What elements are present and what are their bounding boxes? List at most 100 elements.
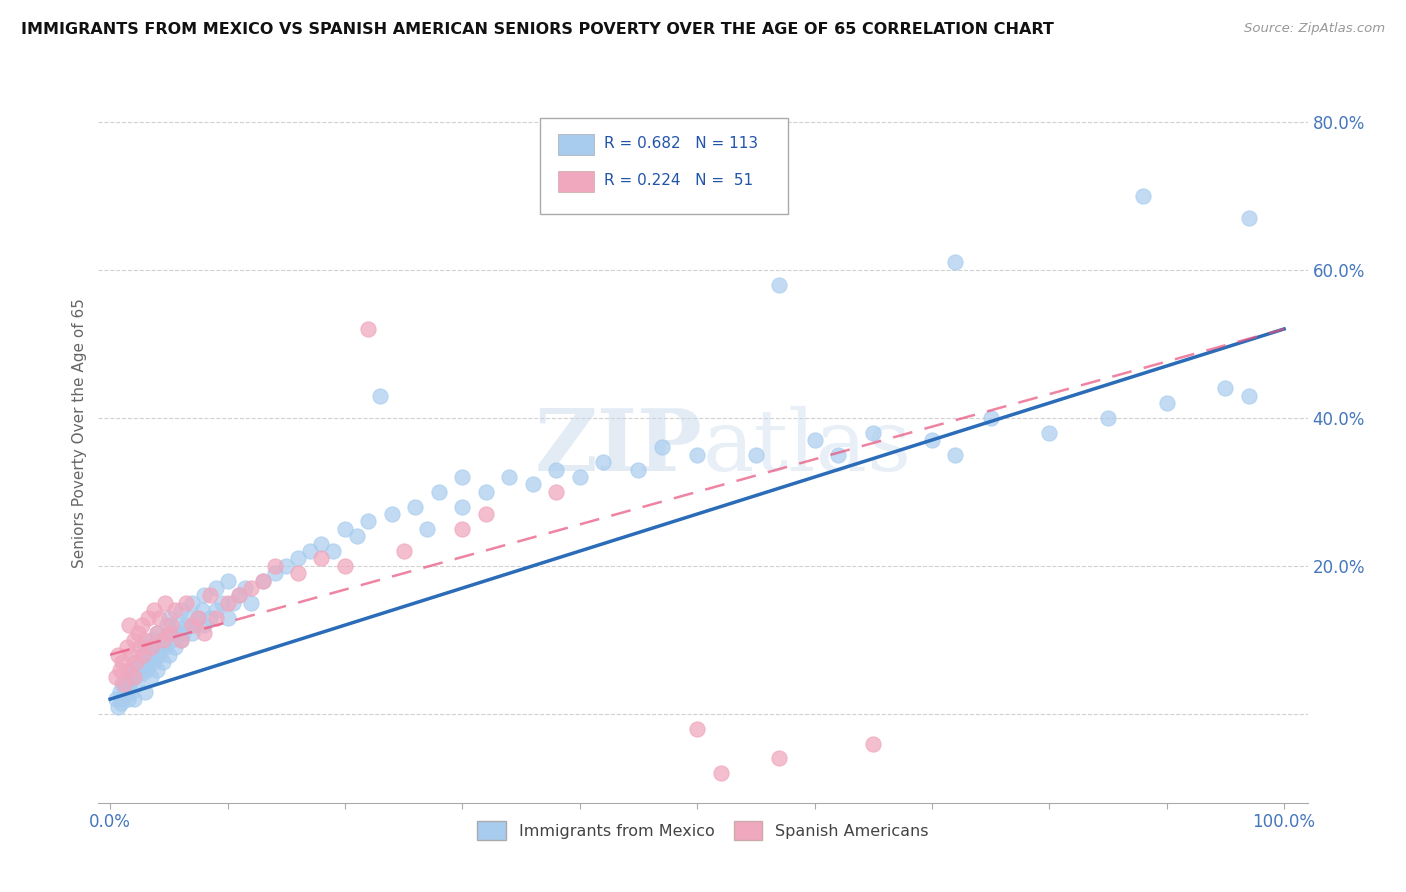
Point [945, 255, 967, 269]
Point [157, 625, 180, 640]
Point [128, 640, 150, 655]
Point [522, 477, 544, 491]
Point [357, 515, 380, 529]
Point [204, 603, 226, 617]
Point [163, 603, 186, 617]
Point [381, 507, 404, 521]
Point [451, 522, 474, 536]
Point [125, 655, 148, 669]
Point [287, 566, 309, 581]
Point [1237, 211, 1260, 225]
Point [1237, 389, 1260, 403]
Point [112, 677, 135, 691]
Point [115, 681, 138, 695]
Point [105, 670, 128, 684]
FancyBboxPatch shape [540, 118, 787, 214]
Point [252, 574, 274, 588]
Point [627, 174, 650, 188]
Point [142, 603, 165, 617]
Point [152, 655, 174, 669]
Point [141, 640, 163, 655]
Text: Source: ZipAtlas.com: Source: ZipAtlas.com [1244, 22, 1385, 36]
Point [228, 589, 250, 603]
Point [134, 640, 156, 655]
Point [134, 685, 156, 699]
Point [217, 596, 239, 610]
Point [710, 766, 733, 780]
Point [252, 574, 274, 588]
Point [181, 625, 204, 640]
Point [346, 529, 368, 543]
FancyBboxPatch shape [558, 171, 595, 192]
Point [228, 589, 250, 603]
Point [150, 632, 173, 647]
Point [134, 632, 156, 647]
Point [475, 507, 498, 521]
Point [169, 632, 191, 647]
Point [333, 558, 356, 573]
Point [169, 603, 191, 617]
Point [105, 692, 128, 706]
Point [233, 581, 256, 595]
Point [107, 648, 129, 662]
Point [131, 618, 153, 632]
Point [155, 596, 177, 610]
Point [945, 448, 967, 462]
Point [1038, 425, 1060, 440]
Point [141, 632, 163, 647]
Point [333, 522, 356, 536]
Text: IMMIGRANTS FROM MEXICO VS SPANISH AMERICAN SENIORS POVERTY OVER THE AGE OF 65 CO: IMMIGRANTS FROM MEXICO VS SPANISH AMERIC… [21, 22, 1054, 37]
Point [768, 751, 790, 765]
Point [217, 574, 239, 588]
Point [114, 685, 136, 699]
Point [627, 462, 650, 476]
Y-axis label: Seniors Poverty Over the Age of 65: Seniors Poverty Over the Age of 65 [72, 298, 87, 567]
Point [162, 625, 184, 640]
Point [568, 470, 591, 484]
Point [127, 625, 149, 640]
Point [1156, 396, 1178, 410]
Point [143, 648, 166, 662]
Point [190, 603, 212, 617]
Point [107, 699, 129, 714]
Point [112, 689, 135, 703]
Point [193, 589, 215, 603]
Point [160, 618, 183, 632]
Point [404, 500, 426, 514]
Point [686, 722, 709, 736]
Point [803, 433, 825, 447]
Point [122, 632, 145, 647]
Point [124, 670, 146, 684]
Point [122, 655, 145, 669]
Point [111, 677, 134, 691]
Point [136, 610, 159, 624]
Point [157, 648, 180, 662]
Point [157, 610, 180, 624]
Point [827, 448, 849, 462]
Point [149, 640, 172, 655]
Text: atlas: atlas [703, 406, 912, 489]
Point [263, 558, 285, 573]
Point [117, 692, 139, 706]
Point [132, 648, 155, 662]
Point [127, 658, 149, 673]
Point [416, 522, 439, 536]
Point [217, 610, 239, 624]
Point [592, 455, 614, 469]
Point [287, 551, 309, 566]
Point [146, 625, 169, 640]
Point [136, 655, 159, 669]
Point [357, 322, 380, 336]
Point [163, 640, 186, 655]
Point [311, 536, 333, 550]
Point [311, 551, 333, 566]
Point [129, 655, 152, 669]
Point [120, 685, 142, 699]
Point [128, 663, 150, 677]
Point [193, 618, 215, 632]
Point [181, 618, 204, 632]
Point [1132, 188, 1154, 202]
Point [181, 596, 204, 610]
Point [183, 618, 205, 632]
Point [131, 666, 153, 681]
